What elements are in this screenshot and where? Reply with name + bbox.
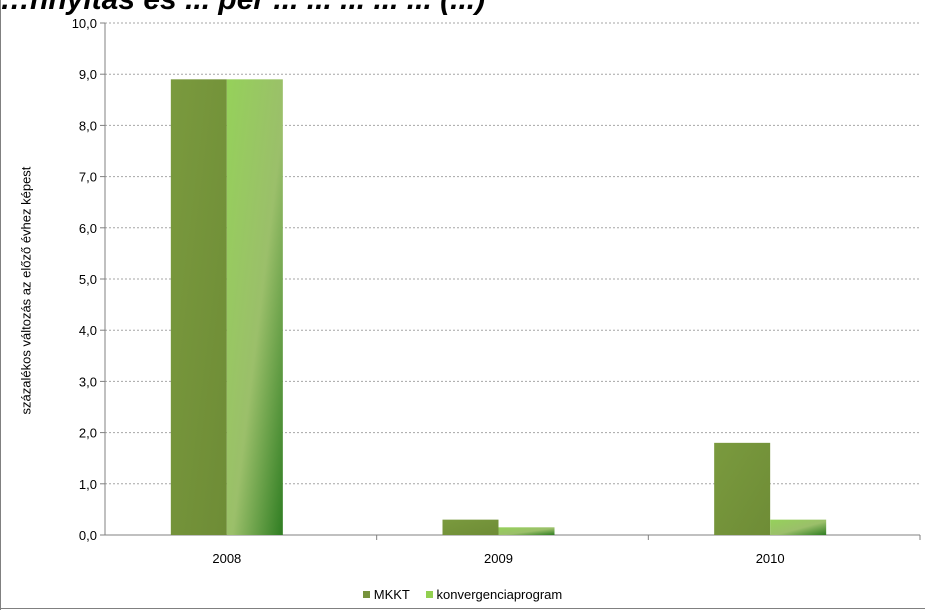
bar-mkkt-2009	[442, 519, 499, 535]
y-axis-label: százalékos változás az előző évhez képes…	[18, 166, 34, 415]
legend-item-konvergenciaprogram: konvergenciaprogram	[425, 587, 563, 602]
y-tick-label: 9,0	[79, 67, 97, 82]
legend-label-konvergenciaprogram: konvergenciaprogram	[436, 587, 563, 602]
y-tick-label: 6,0	[79, 221, 97, 236]
bar-mkkt-2008	[170, 79, 227, 535]
y-tick-label: 0,0	[79, 528, 97, 543]
legend-swatch-mkkt	[362, 591, 370, 598]
legend: MKKT konvergenciaprogram	[0, 586, 925, 602]
bar-konvergenciaprogram-2008	[226, 79, 283, 535]
bar-konvergenciaprogram-2010	[770, 519, 827, 535]
legend-item-mkkt: MKKT	[362, 587, 410, 602]
y-tick-label: 1,0	[79, 477, 97, 492]
legend-label-mkkt: MKKT	[373, 587, 410, 602]
bar-mkkt-2010	[714, 442, 771, 535]
frame-border-left	[0, 0, 1, 610]
y-tick-label: 10,0	[72, 16, 97, 31]
y-tick-label: 7,0	[79, 170, 97, 185]
y-tick-label: 2,0	[79, 426, 97, 441]
legend-swatch-konvergenciaprogram	[425, 591, 433, 598]
x-tick-label: 2009	[484, 551, 513, 566]
y-tick-label: 4,0	[79, 323, 97, 338]
frame-border-bottom	[0, 608, 925, 609]
y-tick-label: 5,0	[79, 272, 97, 287]
x-tick-label: 2008	[212, 551, 241, 566]
bar-konvergenciaprogram-2009	[498, 527, 555, 535]
x-tick-label: 2010	[756, 551, 785, 566]
chart-title-cropped: …nnyitás és ... per ... ... ... ... ... …	[0, 0, 925, 17]
y-tick-label: 8,0	[79, 118, 97, 133]
y-tick-label: 3,0	[79, 374, 97, 389]
